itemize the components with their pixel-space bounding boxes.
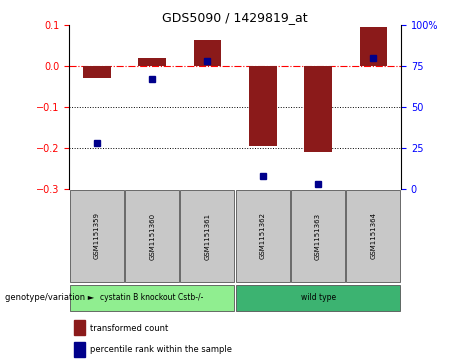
FancyBboxPatch shape (346, 190, 401, 282)
Text: wild type: wild type (301, 293, 336, 302)
Title: GDS5090 / 1429819_at: GDS5090 / 1429819_at (162, 11, 308, 24)
Text: GSM1151362: GSM1151362 (260, 212, 266, 260)
Bar (83, 66, 111, 78)
Text: GSM1151359: GSM1151359 (94, 212, 100, 260)
FancyBboxPatch shape (70, 285, 235, 311)
Bar (74, 342, 85, 357)
Text: transformed count: transformed count (90, 323, 168, 333)
Bar (138, 58, 166, 66)
Bar (304, 66, 332, 152)
FancyBboxPatch shape (125, 190, 179, 282)
Bar (249, 66, 277, 146)
Text: GSM1151363: GSM1151363 (315, 212, 321, 260)
Bar (360, 28, 387, 66)
Text: cystatin B knockout Cstb-/-: cystatin B knockout Cstb-/- (100, 293, 204, 302)
Bar (194, 40, 221, 66)
FancyBboxPatch shape (291, 190, 345, 282)
FancyBboxPatch shape (236, 285, 401, 311)
Text: genotype/variation ►: genotype/variation ► (5, 293, 94, 302)
FancyBboxPatch shape (180, 190, 235, 282)
Text: GSM1151364: GSM1151364 (370, 212, 377, 260)
FancyBboxPatch shape (70, 190, 124, 282)
FancyBboxPatch shape (236, 190, 290, 282)
Bar (74, 320, 85, 335)
Text: GSM1151361: GSM1151361 (204, 212, 211, 260)
Text: GSM1151360: GSM1151360 (149, 212, 155, 260)
Text: percentile rank within the sample: percentile rank within the sample (90, 345, 232, 354)
